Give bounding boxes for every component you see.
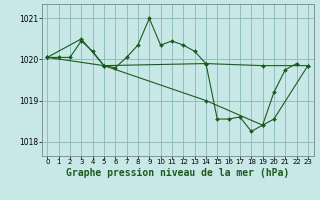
X-axis label: Graphe pression niveau de la mer (hPa): Graphe pression niveau de la mer (hPa) bbox=[66, 168, 289, 178]
